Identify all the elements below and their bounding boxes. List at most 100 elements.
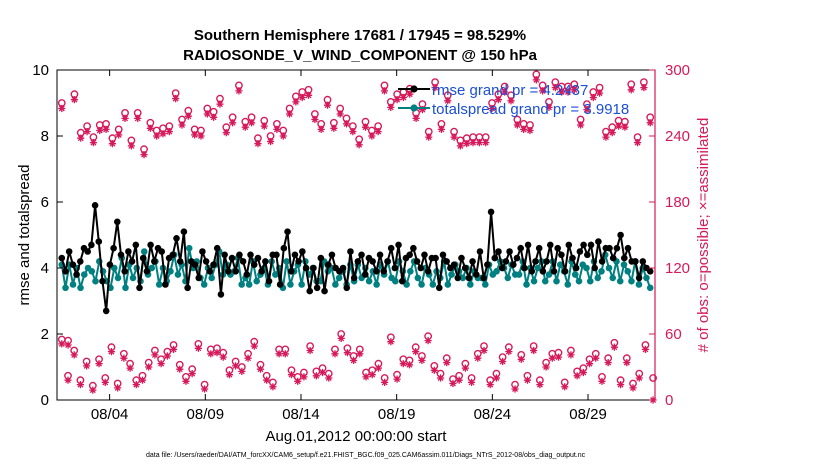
obs-assimilated-point (213, 349, 221, 357)
y2-tick-label: 0 (665, 392, 673, 409)
rmse-point (572, 264, 580, 272)
rmse-point (169, 251, 177, 259)
obs-assimilated-point (64, 341, 72, 349)
rmse-point (117, 251, 125, 259)
y-tick-label: 6 (41, 194, 49, 211)
obs-assimilated-point (132, 381, 140, 389)
obs-assimilated-point (520, 125, 528, 133)
totalspread-point (459, 274, 467, 282)
rmse-point (450, 261, 458, 269)
rmse-point (113, 218, 121, 226)
rmse-point (199, 248, 206, 255)
x-tick-label: 08/09 (187, 406, 225, 423)
y-tick-label: 2 (41, 326, 49, 343)
obs-assimilated-point (583, 106, 591, 114)
rmse-point (62, 268, 69, 275)
rmse-point (546, 241, 554, 249)
obs-assimilated-point (260, 122, 268, 130)
obs-assimilated-point (127, 142, 135, 150)
rmse-point (387, 244, 395, 252)
rmse-point (317, 254, 325, 262)
rmse-point (232, 268, 240, 275)
totalspread-point (467, 281, 474, 288)
obs-assimilated-point (350, 356, 358, 364)
totalspread-point (448, 271, 455, 278)
totalspread-point (155, 281, 163, 288)
obs-assimilated-point (95, 360, 103, 368)
obs-assimilated-point (361, 123, 370, 131)
rmse-point (176, 258, 184, 265)
rmse-point (95, 238, 103, 245)
obs-assimilated-point (579, 368, 587, 377)
obs-assimilated-point (362, 373, 370, 381)
obs-assimilated-point (374, 364, 383, 372)
obs-assimilated-point (232, 362, 240, 370)
rmse-point (258, 268, 265, 275)
footnote: data file: /Users/raeder/DAI/ATM_forcXX/… (146, 452, 586, 459)
rmse-point (506, 248, 513, 255)
obs-assimilated-point (269, 383, 277, 391)
y-tick-label: 8 (41, 128, 49, 145)
rmse-point (65, 248, 73, 255)
totalspread-point (515, 271, 523, 278)
totalspread-point (122, 284, 129, 292)
obs-assimilated-point (507, 97, 515, 105)
totalspread-point (583, 264, 590, 272)
totalspread-point (365, 277, 373, 285)
obs-assimilated-point (355, 141, 363, 149)
x-axis-label: Aug.01,2012 00:00:00 start (266, 428, 448, 445)
obs-assimilated-point (425, 133, 433, 141)
obs-assimilated-point (545, 103, 553, 111)
rmse-point (84, 248, 91, 255)
obs-assimilated-point (530, 346, 538, 355)
obs-assimilated-point (570, 86, 578, 94)
rmse-point (280, 244, 288, 252)
obs-assimilated-point (191, 131, 199, 139)
obs-assimilated-point (275, 350, 283, 358)
y2-tick-label: 60 (665, 326, 682, 343)
totalspread-point (493, 268, 500, 275)
rmse-point (206, 268, 214, 275)
obs-assimilated-point (222, 129, 230, 137)
totalspread-point (208, 274, 216, 282)
obs-assimilated-point (511, 385, 519, 393)
chart-subtitle: RADIOSONDE_V_WIND_COMPONENT @ 150 hPa (183, 47, 538, 64)
rmse-point (587, 241, 595, 249)
rmse-point (435, 284, 443, 292)
legend-rmse-marker (410, 85, 418, 93)
x-tick-label: 08/14 (282, 406, 320, 423)
totalspread-point (69, 281, 77, 288)
totalspread-point (238, 281, 245, 288)
obs-assimilated-point (461, 364, 469, 372)
rmse-point (484, 261, 491, 269)
obs-assimilated-point (482, 139, 490, 147)
rmse-point (502, 258, 510, 265)
obs-assimilated-point (146, 124, 154, 132)
rmse-point (635, 274, 643, 282)
rmse-point (595, 238, 602, 245)
obs-assimilated-point (456, 142, 464, 150)
rmse-point (339, 264, 347, 272)
rmse-point (228, 254, 236, 262)
obs-assimilated-point (145, 363, 153, 371)
rmse-point (291, 251, 299, 259)
obs-assimilated-point (380, 87, 389, 95)
obs-assimilated-point (176, 365, 184, 373)
obs-assimilated-point (172, 95, 180, 103)
y-tick-label: 10 (32, 62, 49, 79)
x-tick-label: 08/19 (378, 406, 416, 423)
obs-assimilated-point (614, 122, 623, 130)
obs-assimilated-point (120, 354, 128, 362)
rmse-point (421, 251, 428, 259)
rmse-point (613, 244, 621, 252)
obs-assimilated-point (96, 126, 104, 135)
rmse-point (591, 264, 599, 272)
rmse-point (73, 271, 80, 278)
rmse-point (217, 291, 225, 298)
rmse-point (373, 268, 380, 275)
obs-assimilated-point (443, 359, 451, 367)
obs-assimilated-point (488, 104, 496, 113)
rmse-point (576, 248, 584, 255)
rmse-point (132, 241, 140, 249)
rmse-point (306, 287, 314, 295)
